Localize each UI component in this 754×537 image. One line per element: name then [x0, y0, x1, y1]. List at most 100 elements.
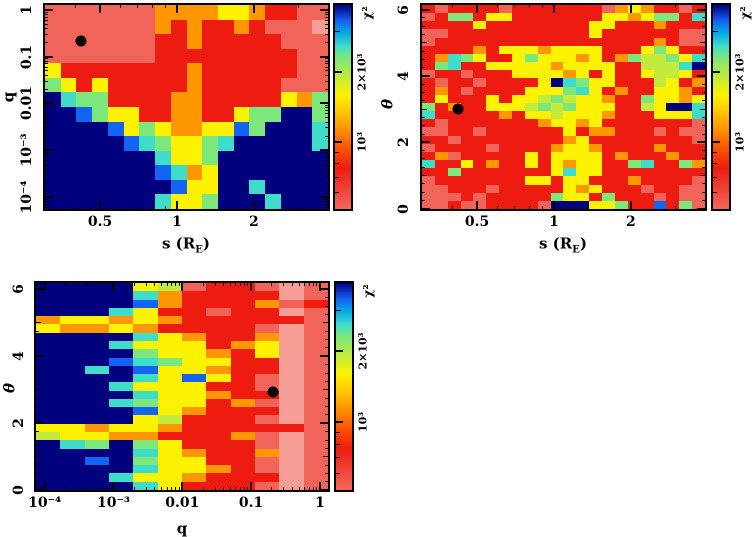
heatmap-cell — [512, 176, 525, 185]
heatmap-cell — [679, 21, 693, 30]
axis-tick — [325, 16, 328, 18]
heatmap-cell — [486, 135, 500, 144]
axis-tick — [45, 63, 48, 65]
axis-tick — [252, 5, 255, 13]
heatmap-cell — [170, 48, 187, 64]
heatmap-cell — [473, 160, 487, 169]
heatmap-cell — [499, 5, 513, 14]
heatmap-cell — [486, 21, 500, 30]
heatmap-cell — [109, 357, 134, 366]
axis-tick — [422, 108, 427, 110]
axis-tick — [102, 283, 104, 286]
heatmap-cell — [133, 349, 158, 358]
heatmap-cell — [550, 151, 564, 161]
axis-tick — [85, 487, 87, 490]
heatmap-cell — [460, 13, 474, 22]
axis-tick — [223, 487, 225, 490]
heatmap-cell — [627, 102, 641, 112]
heatmap-cell — [296, 77, 313, 93]
axis-tick — [325, 380, 328, 382]
heatmap-cell — [312, 77, 328, 93]
axis-tick — [45, 174, 48, 176]
heatmap-cell — [692, 143, 705, 152]
heatmap-cell — [422, 176, 435, 185]
heatmap-cell — [422, 29, 435, 38]
heatmap-cell — [279, 432, 304, 441]
heatmap-cell — [614, 184, 628, 193]
heatmap-cell — [589, 176, 603, 185]
axis-tick — [422, 67, 425, 69]
axis-tick — [235, 487, 237, 490]
axis-tick — [325, 198, 328, 200]
heatmap-cell — [206, 440, 231, 449]
heatmap-cell — [303, 291, 328, 300]
heatmap-cell — [230, 349, 255, 358]
heatmap-cell — [422, 143, 435, 152]
heatmap-cell — [666, 78, 680, 87]
xlabel-sub: E — [572, 244, 580, 256]
colorbar-tick — [335, 192, 339, 194]
heatmap-cell — [499, 151, 513, 161]
heatmap-cell — [653, 86, 667, 95]
heatmap-cell — [303, 365, 328, 375]
axis-tick — [541, 206, 543, 209]
heatmap-cell — [36, 448, 61, 457]
heatmap-cell — [602, 45, 615, 54]
heatmap-cell — [60, 291, 85, 300]
xlabel-post: ) — [579, 234, 587, 253]
heatmap-cell — [157, 398, 182, 408]
heatmap-cell — [182, 316, 207, 325]
heatmap-cell — [109, 307, 134, 317]
heatmap-cell — [182, 473, 207, 482]
heatmap-cell — [280, 5, 297, 20]
axis-tick — [36, 322, 41, 324]
heatmap-cell — [182, 365, 207, 375]
heatmap-cell — [589, 37, 603, 46]
heatmap-cell — [447, 78, 461, 87]
heatmap-cell — [230, 481, 255, 490]
heatmap-cell — [486, 62, 500, 71]
heatmap-cell — [84, 332, 109, 341]
heatmap-cell — [512, 86, 525, 95]
heatmap-cell — [434, 102, 448, 112]
heatmap-cell — [550, 200, 564, 209]
heatmap-cell — [447, 37, 461, 46]
axis-tick — [325, 305, 328, 307]
heatmap-cell — [422, 135, 435, 144]
heatmap-cell — [499, 62, 513, 71]
heatmap-cell — [550, 29, 564, 38]
axis-tick — [697, 74, 705, 77]
colorbar-tick — [336, 472, 340, 474]
axis-tick — [320, 355, 328, 358]
heatmap-cell — [255, 407, 280, 416]
heatmap-cell — [524, 94, 538, 103]
heatmap-cell — [303, 299, 328, 308]
heatmap-cell — [692, 111, 705, 120]
heatmap-cell — [279, 349, 304, 358]
heatmap-cell — [679, 176, 693, 185]
heatmap-cell — [550, 21, 564, 30]
heatmap-cell — [206, 357, 231, 366]
heatmap-cell — [170, 121, 187, 137]
heatmap-cell — [60, 194, 77, 209]
heatmap-cell — [679, 151, 693, 161]
heatmap-cell — [312, 165, 328, 180]
heatmap-cell — [280, 194, 297, 209]
axis-tick — [308, 487, 310, 490]
heatmap-cell — [447, 168, 461, 177]
heatmap-cell — [36, 465, 61, 474]
heatmap-cell — [563, 119, 577, 128]
axis-tick — [45, 55, 53, 58]
heatmap-cell — [60, 432, 85, 441]
heatmap-cell — [280, 179, 297, 195]
heatmap-cell — [602, 62, 615, 71]
axis-tick — [552, 201, 555, 209]
axis-tick — [45, 11, 48, 13]
heatmap-cell — [296, 34, 313, 49]
heatmap-cell — [666, 70, 680, 79]
axis-tick — [97, 283, 99, 286]
heatmap-cell — [280, 106, 297, 122]
x-tick-label: 0.1 — [238, 495, 264, 511]
axis-tick — [43, 482, 46, 490]
heatmap-cell — [589, 102, 603, 112]
